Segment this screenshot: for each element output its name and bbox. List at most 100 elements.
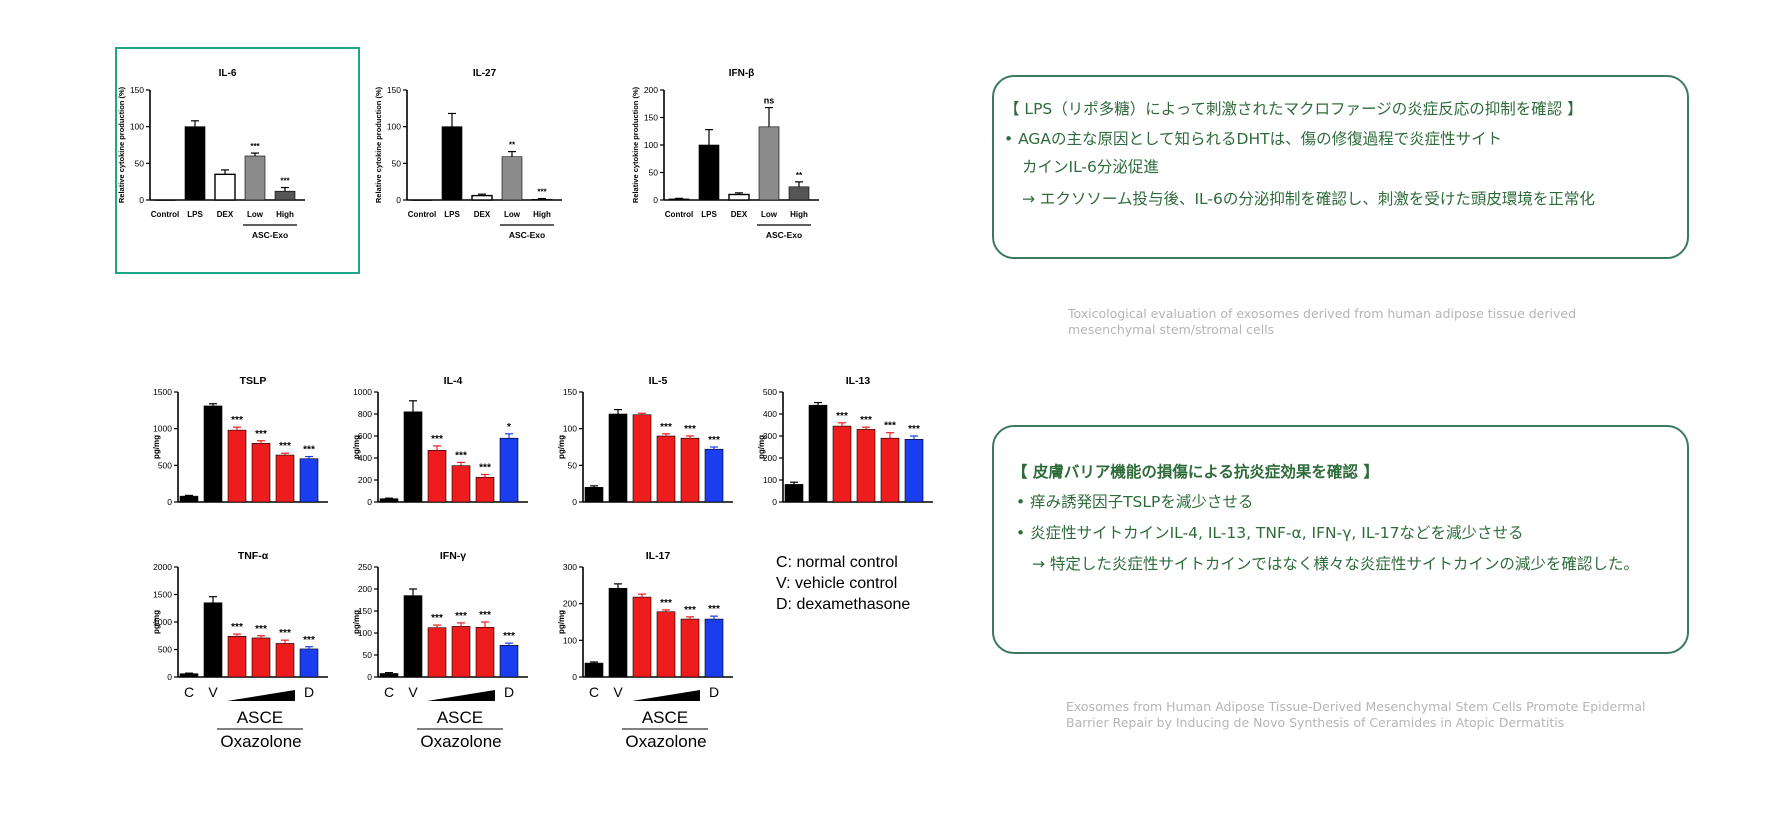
il-6-chart-title: IL-6 [219,68,237,79]
tnf-category-1: V [208,684,218,700]
il-4-bar-0 [379,498,399,503]
il-4-y-axis-label: pg/mg [352,435,361,459]
tslp-sig-label-4: *** [279,441,291,452]
il-6-tick-label-0: 0 [139,195,144,205]
tslp-tick-label-0: 0 [167,497,172,507]
tnf-bar-4 [275,643,295,678]
ifn-sig-label-4: ** [796,171,803,180]
ifn-group-label-oxazolone: Oxazolone [420,732,501,751]
il-13-bar-4 [880,437,900,503]
tslp-tick-label-500: 500 [158,460,172,470]
il-27-tick-label-0: 0 [396,195,401,205]
il-5-tick-label-0: 0 [572,497,577,507]
ifn-sig-label-4: *** [479,610,491,621]
ifn-tick-label-250: 250 [358,562,372,572]
bottom-panel-heading: 【 皮膚バリア機能の損傷による抗炎症効果を確認 】 [1012,463,1379,481]
ifn-chart-title: IFN-γ [440,550,466,562]
il-4-chart-title: IL-4 [444,375,463,387]
chart-il27: IL-27 Relative cytokine production (%) 0 50… [374,68,562,240]
tslp-bar-1 [203,405,223,503]
il-17-bar-5 [704,618,724,678]
tslp-bar-0 [179,495,199,503]
tnf-dose-wedge [227,690,295,701]
il-27-category-3: Low [504,210,521,219]
ifn-group-label-asce: ASCE [437,708,483,727]
il-6-bar-2 [214,173,236,201]
ifn-bar-4 [788,186,810,201]
ifn-category-4: High [790,210,808,219]
ifn-group-label: ASC-Exo [766,230,802,240]
il-27-bar-2 [471,194,493,201]
il-4-sig-label-2: *** [431,434,443,445]
il-27-chart-title: IL-27 [473,68,497,79]
ifn-sig-label-3: ns [764,96,775,106]
il-4-tick-label-800: 800 [358,409,372,419]
bottom-panel-bullet2: • 炎症性サイトカインIL-4, IL-13, TNF-α, IFN-γ, IL… [1016,524,1524,542]
il-4-bar-1 [403,411,423,503]
il-17-dose-wedge [632,690,700,701]
tnf-sig-label-5: *** [303,635,315,646]
il-6-group-label: ASC-Exo [252,230,288,240]
chart-il5: IL-5 pg/mg 0 50 100 150 *** *** *** [557,375,733,507]
tslp-sig-label-5: *** [303,445,315,456]
il-4-tick-label-1000: 1000 [353,387,372,397]
il-6-sig-label-3: *** [250,142,260,151]
tslp-chart-title: TSLP [240,375,267,387]
il-13-sig-label-3: *** [860,415,872,426]
ifn-category-1: LPS [701,210,717,219]
il-17-tick-label-200: 200 [563,599,577,609]
bottom-reference: Exosomes from Human Adipose Tissue-Deriv… [1066,699,1645,731]
il-4-tick-label-0: 0 [367,497,372,507]
il-6-bar-4 [274,190,296,201]
il-6-category-1: LPS [187,210,203,219]
tnf-category-5: D [304,684,314,700]
il-27-tick-label-50: 50 [392,158,402,168]
chart-ifng: IFN-γ pg/mg 0 50 100 150 200 250 C V *** *** *** *** D… [352,550,528,751]
il-6-category-4: High [276,210,294,219]
il-6-category-2: DEX [217,210,234,219]
il-13-bar-2 [832,425,852,503]
ifn-tick-label-50: 50 [649,168,659,178]
tslp-tick-label-1000: 1000 [153,424,172,434]
il-6-category-0: Control [151,210,179,219]
ifn-bar-4 [475,626,495,678]
il-13-chart-title: IL-13 [846,375,871,387]
chart-ifnb: IFN-β Relative cytokine production (%) 0 50… [631,68,819,240]
top-panel-bullet-cont: カインIL-6分泌促進 [1022,158,1159,176]
tnf-bar-5 [299,648,319,678]
ifn-bar-0 [668,198,690,201]
il-6-tick-label-50: 50 [135,158,145,168]
bottom-panel-bullet1: • 痒み誘発因子TSLPを減少させる [1016,493,1254,511]
il-6-bar-0 [154,199,176,201]
tnf-bar-3 [251,637,271,678]
il-13-sig-label-4: *** [884,421,896,432]
il-27-bar-1 [441,126,463,201]
chart-il13: IL-13 pg/mg 0 100 200 300 400 500 *** *** *** *** [757,375,933,507]
tnf-sig-label-4: *** [279,628,291,639]
legend-d: D: dexamethasone [776,596,911,613]
il-17-tick-label-100: 100 [563,635,577,645]
il-17-group-label-oxazolone: Oxazolone [625,732,706,751]
tnf-bar-0 [179,673,199,678]
bottom-reference-line2: Barrier Repair by Inducing de Novo Synth… [1066,715,1565,730]
il-17-tick-label-0: 0 [572,672,577,682]
il-17-group-label-asce: ASCE [642,708,688,727]
il-6-sig-label-4: *** [280,177,290,186]
tnf-bar-1 [203,602,223,678]
il-4-sig-label-4: *** [479,463,491,474]
il-6-category-3: Low [247,210,264,219]
il-27-group-label: ASC-Exo [509,230,545,240]
il-13-bar-3 [856,429,876,503]
il-27-tick-label-150: 150 [387,85,401,95]
ifn-bar-1 [698,144,720,201]
il-6-tick-label-100: 100 [130,122,144,132]
ifn-tick-label-200: 200 [644,85,658,95]
il-27-bar-4 [531,198,553,201]
top-panel-heading: 【 LPS（リポ多糖）によって刺激されたマクロファージの炎症反応の抑制を確認 】 [1004,100,1583,118]
ifn-tick-label-0: 0 [653,195,658,205]
il-13-tick-label-500: 500 [763,387,777,397]
il-5-bar-4 [680,437,700,503]
il-13-tick-label-300: 300 [763,431,777,441]
il-4-sig-label-5: * [507,422,511,433]
ifn-category-1: V [408,684,418,700]
